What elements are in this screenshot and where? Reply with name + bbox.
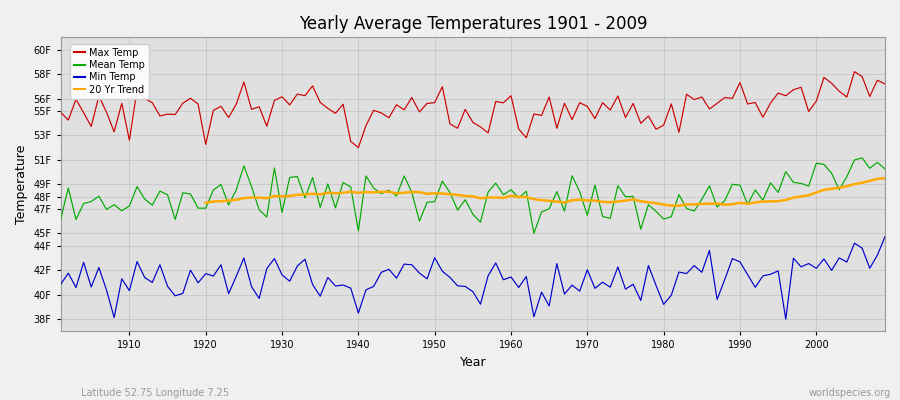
Text: Latitude 52.75 Longitude 7.25: Latitude 52.75 Longitude 7.25 [81, 388, 230, 398]
X-axis label: Year: Year [460, 356, 486, 369]
Title: Yearly Average Temperatures 1901 - 2009: Yearly Average Temperatures 1901 - 2009 [299, 15, 647, 33]
Text: worldspecies.org: worldspecies.org [809, 388, 891, 398]
Legend: Max Temp, Mean Temp, Min Temp, 20 Yr Trend: Max Temp, Mean Temp, Min Temp, 20 Yr Tre… [69, 44, 148, 99]
Y-axis label: Temperature: Temperature [15, 145, 28, 224]
